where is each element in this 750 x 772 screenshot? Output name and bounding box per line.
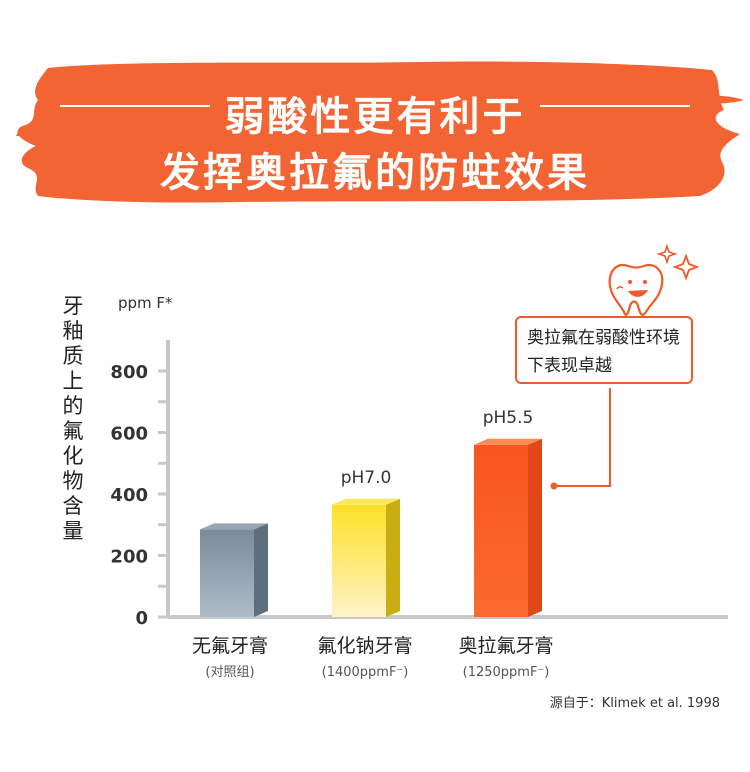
bar-side bbox=[254, 523, 268, 617]
bar-front bbox=[200, 529, 254, 617]
callout-connector bbox=[554, 388, 611, 487]
callout-line2: 下表现卓越 bbox=[527, 356, 612, 376]
y-tick-label: 200 bbox=[110, 547, 148, 568]
callout-connector-dot bbox=[550, 482, 558, 490]
y-axis-unit: ppm F* bbox=[118, 294, 173, 312]
bar bbox=[332, 498, 400, 617]
y-tick-label: 600 bbox=[110, 424, 148, 445]
category-label: 氟化钠牙膏 bbox=[317, 634, 412, 657]
y-axis-label-char: 物 bbox=[62, 469, 84, 493]
bar-side bbox=[386, 498, 400, 617]
banner-brush-streak bbox=[690, 95, 744, 104]
callout-line1: 奥拉氟在弱酸性环境 bbox=[527, 328, 680, 348]
y-axis-label-char: 化 bbox=[62, 444, 84, 468]
y-axis-label-char: 釉 bbox=[62, 319, 84, 343]
category-label: 无氟牙膏 bbox=[192, 634, 268, 657]
y-axis-label-char: 量 bbox=[62, 519, 84, 543]
banner-brush-streak bbox=[16, 126, 110, 137]
bar-front bbox=[474, 444, 528, 617]
y-axis-label-char: 氟 bbox=[62, 419, 84, 443]
bar bbox=[474, 438, 542, 617]
category-sublabel: (对照组) bbox=[205, 665, 254, 680]
bar-top bbox=[474, 438, 542, 445]
bar-top bbox=[200, 523, 268, 530]
source-citation: 源自于：Klimek et al. 1998 bbox=[549, 696, 720, 711]
y-tick-label: 0 bbox=[135, 608, 148, 629]
y-axis-label-char: 的 bbox=[62, 394, 84, 418]
category-label: 奥拉氟牙膏 bbox=[458, 634, 553, 657]
banner-title-line2: 发挥奥拉氟的防蛀效果 bbox=[160, 150, 590, 196]
y-tick-label: 400 bbox=[110, 485, 148, 506]
callout-box: 奥拉氟在弱酸性环境 下表现卓越 bbox=[515, 316, 693, 384]
y-tick-label: 800 bbox=[110, 362, 148, 383]
y-axis-label: 牙 釉 质 上 的 氟 化 物 含 量 bbox=[58, 294, 88, 544]
y-axis-label-char: 牙 bbox=[62, 294, 84, 318]
bar bbox=[200, 523, 268, 617]
bar-data-label: pH5.5 bbox=[483, 408, 534, 428]
bar-side bbox=[528, 438, 542, 617]
y-axis-label-char: 上 bbox=[62, 369, 84, 393]
bar-data-label: pH7.0 bbox=[341, 468, 392, 488]
tooth-mascot-icon bbox=[608, 263, 664, 316]
y-axis-label-char: 含 bbox=[62, 494, 84, 518]
category-sublabel: (1250ppmF⁻) bbox=[463, 665, 550, 680]
bar-front bbox=[332, 504, 386, 617]
title-banner bbox=[16, 61, 744, 203]
banner-title-line1: 弱酸性更有利于 bbox=[224, 94, 526, 140]
banner-brush-shape bbox=[17, 61, 741, 203]
category-sublabel: (1400ppmF⁻) bbox=[322, 665, 409, 680]
y-axis-label-char: 质 bbox=[62, 344, 84, 368]
bar-top bbox=[332, 498, 400, 505]
sparkle-icon bbox=[656, 243, 700, 281]
